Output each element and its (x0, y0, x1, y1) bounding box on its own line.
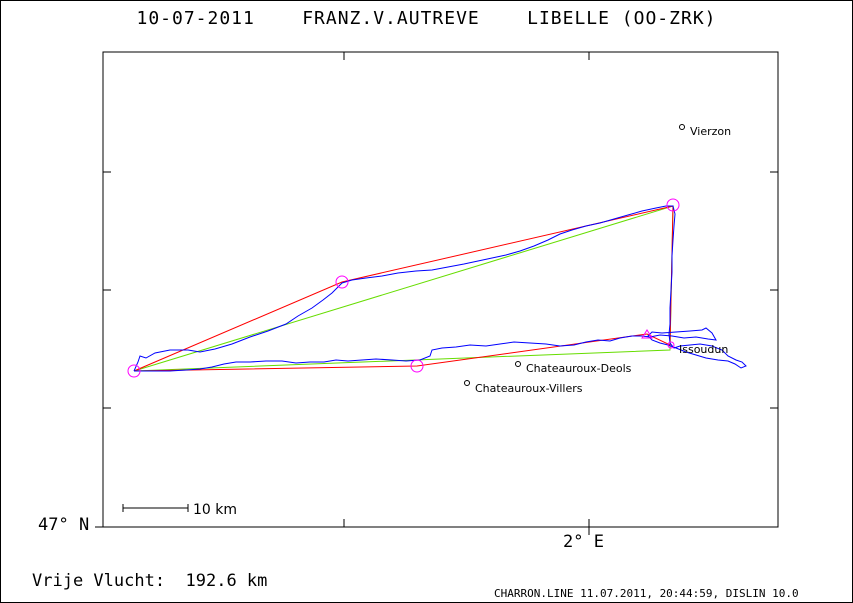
scale-bar-label: 10 km (193, 502, 237, 518)
latitude-label: 47° N (38, 515, 90, 535)
place-label-chateauroux-villers: Chateauroux-Villers (475, 382, 583, 395)
villers-marker-icon (464, 380, 470, 386)
right-ticks (770, 171, 778, 409)
place-markers: Vierzon Issoudun Chateauroux-Deols Chate… (464, 124, 731, 395)
place-label-chateauroux-deols: Chateauroux-Deols (526, 362, 632, 375)
plot-frame (102, 51, 779, 528)
turnpoint-3-triangle (641, 329, 653, 339)
scale-bar (122, 504, 189, 512)
deols-marker-icon (515, 361, 521, 367)
left-ticks (95, 171, 111, 528)
turnpoint-issoudun (667, 341, 675, 349)
place-label-vierzon: Vierzon (690, 125, 731, 138)
top-ticks (343, 52, 590, 60)
turnpoint-2 (666, 198, 680, 212)
optimized-legs (133, 205, 674, 372)
vierzon-marker-icon (679, 124, 685, 130)
footer-info: CHARRON.LINE 11.07.2011, 20:44:59, DISLI… (494, 587, 799, 600)
task-legs (133, 205, 674, 372)
turnpoint-1 (335, 275, 349, 289)
free-flight-distance: Vrije Vlucht: 192.6 km (32, 571, 268, 591)
turnpoint-4 (410, 359, 424, 373)
turnpoints (127, 198, 680, 378)
gps-track (133, 205, 747, 372)
longitude-label: 2° E (563, 532, 604, 552)
bottom-ticks (343, 519, 590, 535)
place-label-issoudun: Issoudun (679, 343, 728, 356)
flight-title: 10-07-2011 FRANZ.V.AUTREVE LIBELLE (OO-Z… (136, 8, 717, 29)
turnpoint-start (127, 364, 141, 378)
